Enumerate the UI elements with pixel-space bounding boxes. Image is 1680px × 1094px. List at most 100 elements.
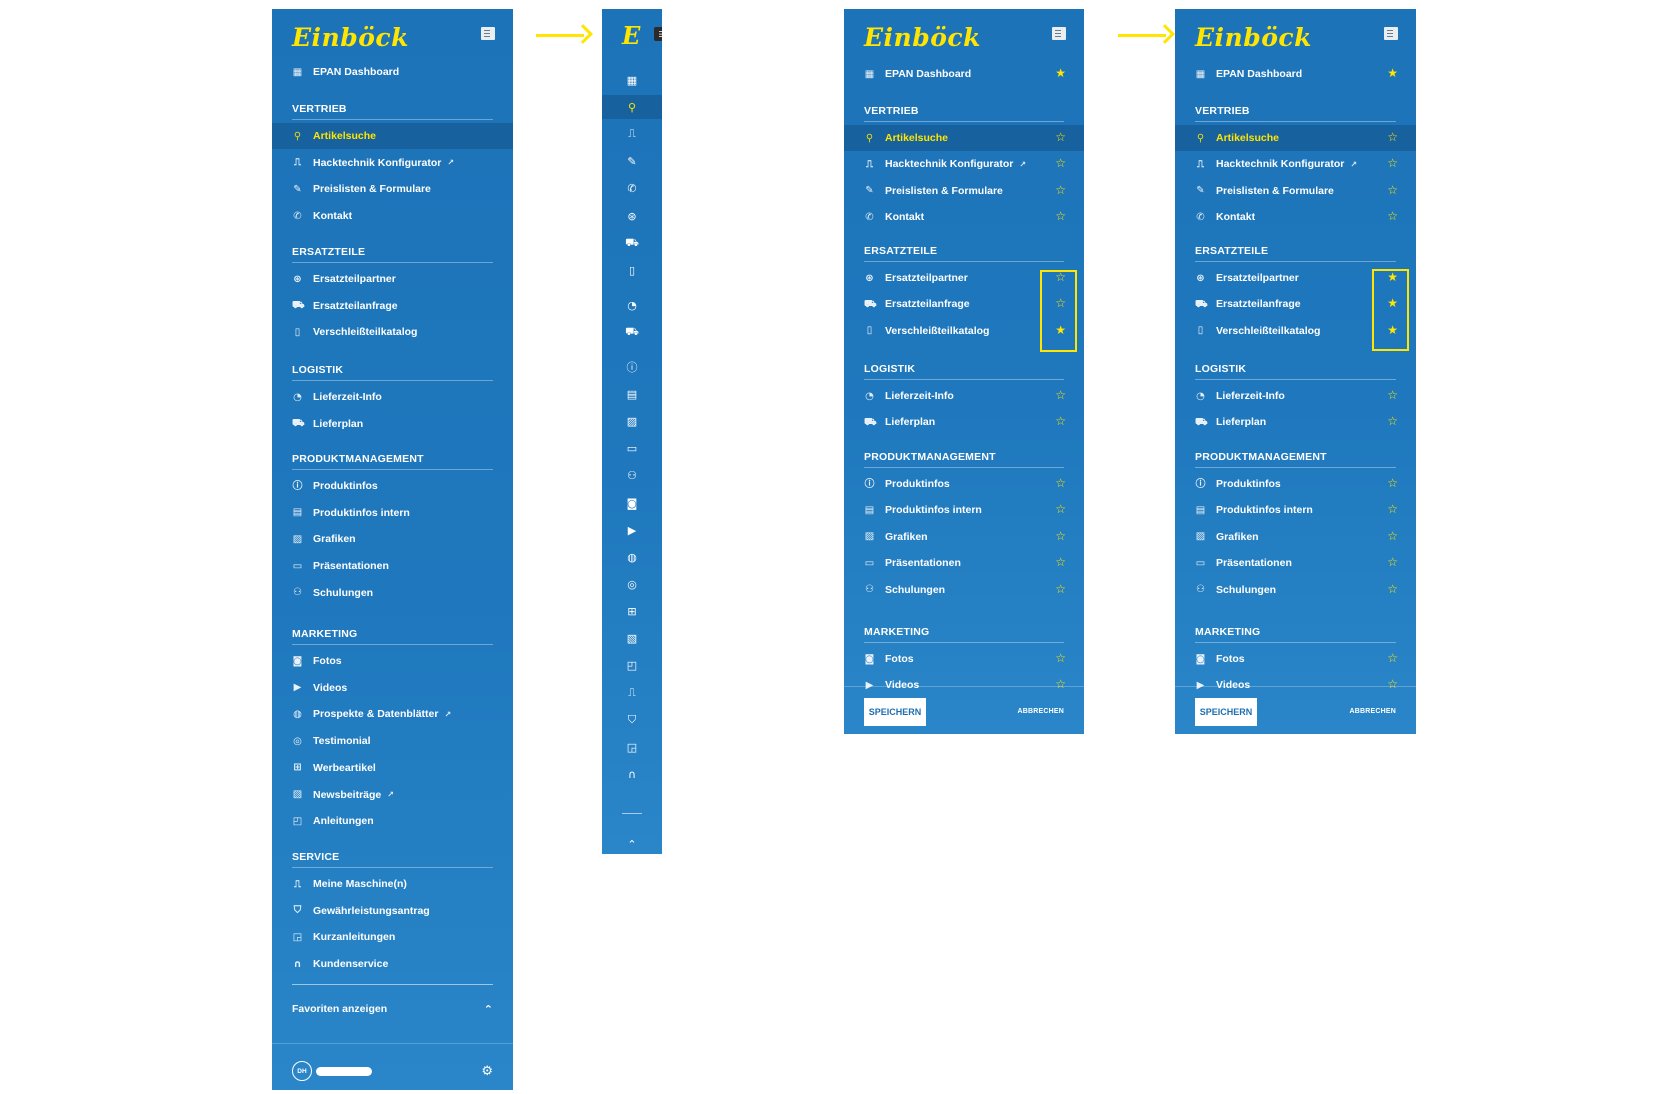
star-empty-icon[interactable]: ☆ [1387, 677, 1398, 692]
star-empty-icon[interactable]: ☆ [1055, 209, 1066, 224]
sidebar-item-fotos[interactable]: ◙ Fotos [272, 648, 513, 674]
sidebar-item-grafiken[interactable]: ▨ Grafiken [272, 526, 513, 552]
expand-sidebar-button[interactable]: ☰ [654, 27, 662, 41]
sidebar-item-präsentationen[interactable]: ▭ Präsentationen ☆ [844, 550, 1084, 576]
sidebar-item-lieferplan[interactable]: ⛟ Lieferplan [272, 411, 513, 437]
testimonial-icon[interactable]: ◎ [627, 577, 637, 591]
collapse-sidebar-button[interactable] [1384, 27, 1398, 40]
sidebar-item-schulungen[interactable]: ⚇ Schulungen [272, 580, 513, 606]
sidebar-item-lieferzeit-info[interactable]: ◔ Lieferzeit-Info ☆ [1175, 383, 1416, 409]
sidebar-item-preislisten-formulare[interactable]: ✎ Preislisten & Formulare ☆ [1175, 178, 1416, 204]
sidebar-item-epan-dashboard[interactable]: ▦ EPAN Dashboard ★ [844, 61, 1084, 87]
news-icon[interactable]: ▧ [626, 631, 638, 645]
star-empty-icon[interactable]: ☆ [1055, 156, 1066, 171]
star-empty-icon[interactable]: ☆ [1387, 182, 1398, 197]
star-empty-icon[interactable]: ☆ [1055, 182, 1066, 197]
star-empty-icon[interactable]: ☆ [1387, 581, 1398, 596]
headset-icon[interactable]: ∩ [627, 767, 637, 781]
sidebar-item-produktinfos-intern[interactable]: ▤ Produktinfos intern ☆ [844, 497, 1084, 523]
machine-icon[interactable]: ⎍ [628, 686, 636, 699]
sidebar-item-videos[interactable]: ▶ Videos ☆ [1175, 672, 1416, 698]
sidebar-item-ersatzteilanfrage[interactable]: ⛟ Ersatzteilanfrage ★ [1175, 291, 1416, 317]
star-empty-icon[interactable]: ☆ [1055, 476, 1066, 490]
star-empty-icon[interactable]: ☆ [1055, 296, 1066, 311]
sidebar-item-schulungen[interactable]: ⚇ Schulungen ☆ [844, 577, 1084, 603]
sidebar-item-werbeartikel[interactable]: ⊞ Werbeartikel [272, 755, 513, 781]
star-empty-icon[interactable]: ☆ [1055, 414, 1066, 429]
star-empty-icon[interactable]: ☆ [1055, 528, 1066, 543]
sidebar-item-ersatzteilpartner[interactable]: ⊛ Ersatzteilpartner ☆ [844, 265, 1084, 291]
star-filled-icon[interactable]: ★ [1387, 270, 1398, 284]
internal-info-icon[interactable]: ▤ [626, 387, 638, 401]
sidebar-item-gewährleistungsantrag[interactable]: ⛉ Gewährleistungsantrag [272, 898, 513, 924]
avatar[interactable]: DH [292, 1061, 312, 1081]
brand-logo[interactable]: Einböck [1195, 23, 1312, 52]
shield-icon[interactable]: ⛉ [627, 713, 637, 726]
form-icon[interactable]: ✎ [627, 154, 637, 168]
gear-icon[interactable]: ⚙ [481, 1063, 493, 1079]
star-empty-icon[interactable]: ☆ [1387, 209, 1398, 224]
sidebar-item-ersatzteilanfrage[interactable]: ⛟ Ersatzteilanfrage ☆ [844, 291, 1084, 317]
star-empty-icon[interactable]: ☆ [1387, 414, 1398, 429]
clock-icon[interactable]: ◔ [627, 298, 637, 312]
sidebar-item-lieferzeit-info[interactable]: ◔ Lieferzeit-Info ☆ [844, 383, 1084, 409]
sidebar-item-fotos[interactable]: ◙ Fotos ☆ [844, 646, 1084, 672]
sidebar-item-videos[interactable]: ▶ Videos [272, 675, 513, 701]
sidebar-item-epan-dashboard[interactable]: ▦ EPAN Dashboard ★ [1175, 61, 1416, 87]
sidebar-item-prospekte-datenblätter[interactable]: ◍ Prospekte & Datenblätter ↗ [272, 701, 513, 727]
star-empty-icon[interactable]: ☆ [1387, 476, 1398, 490]
sidebar-item-verschleißteilkatalog[interactable]: ▯ Verschleißteilkatalog ★ [844, 318, 1084, 344]
sidebar-item-ersatzteilpartner[interactable]: ⊛ Ersatzteilpartner ★ [1175, 265, 1416, 291]
brochure-icon[interactable]: ◍ [627, 550, 637, 564]
sidebar-item-grafiken[interactable]: ▨ Grafiken ☆ [1175, 524, 1416, 550]
star-empty-icon[interactable]: ☆ [1387, 651, 1398, 665]
star-empty-icon[interactable]: ☆ [1055, 130, 1066, 144]
sidebar-item-preislisten-formulare[interactable]: ✎ Preislisten & Formulare ☆ [844, 178, 1084, 204]
star-filled-icon[interactable]: ★ [1387, 296, 1398, 311]
sidebar-item-artikelsuche[interactable]: ⚲ Artikelsuche [272, 123, 513, 149]
sidebar-item-präsentationen[interactable]: ▭ Präsentationen [272, 553, 513, 579]
truck-icon[interactable]: ⛟ [625, 324, 639, 338]
star-empty-icon[interactable]: ☆ [1387, 388, 1398, 402]
phone-icon[interactable]: ✆ [627, 181, 637, 195]
sidebar-item-fotos[interactable]: ◙ Fotos ☆ [1175, 646, 1416, 672]
star-empty-icon[interactable]: ☆ [1055, 651, 1066, 665]
brand-logo[interactable]: E [622, 21, 641, 50]
sidebar-item-kontakt[interactable]: ✆ Kontakt ☆ [1175, 204, 1416, 230]
info-icon[interactable]: ⓘ [626, 361, 638, 374]
chevron-up-icon[interactable]: ⌃ [483, 1002, 493, 1016]
sidebar-item-verschleißteilkatalog[interactable]: ▯ Verschleißteilkatalog [272, 319, 513, 345]
sidebar-item-kontakt[interactable]: ✆ Kontakt [272, 203, 513, 229]
star-empty-icon[interactable]: ☆ [1055, 581, 1066, 596]
brand-logo[interactable]: Einböck [864, 23, 981, 52]
sidebar-item-kontakt[interactable]: ✆ Kontakt ☆ [844, 204, 1084, 230]
sidebar-item-kundenservice[interactable]: ∩ Kundenservice [272, 951, 513, 977]
sidebar-item-produktinfos-intern[interactable]: ▤ Produktinfos intern [272, 500, 513, 526]
sidebar-item-artikelsuche[interactable]: ⚲ Artikelsuche ☆ [1175, 125, 1416, 151]
sidebar-item-schulungen[interactable]: ⚇ Schulungen ☆ [1175, 577, 1416, 603]
sidebar-item-lieferzeit-info[interactable]: ◔ Lieferzeit-Info [272, 384, 513, 410]
star-empty-icon[interactable]: ☆ [1387, 130, 1398, 144]
favorites-toggle[interactable]: Favoriten anzeigen ⌃ [292, 1001, 493, 1017]
sidebar-item-artikelsuche[interactable]: ⚲ Artikelsuche ☆ [844, 125, 1084, 151]
machine-icon[interactable]: ⎍ [628, 127, 636, 140]
cancel-button[interactable]: ABBRECHEN [1349, 708, 1396, 715]
sidebar-item-produktinfos-intern[interactable]: ▤ Produktinfos intern ☆ [1175, 497, 1416, 523]
star-empty-icon[interactable]: ☆ [1055, 555, 1066, 570]
sidebar-item-ersatzteilanfrage[interactable]: ⛟ Ersatzteilanfrage [272, 293, 513, 319]
star-filled-icon[interactable]: ★ [1055, 322, 1066, 337]
sidebar-item-präsentationen[interactable]: ▭ Präsentationen ☆ [1175, 550, 1416, 576]
star-empty-icon[interactable]: ☆ [1387, 156, 1398, 171]
sidebar-item-anleitungen[interactable]: ◰ Anleitungen [272, 808, 513, 834]
sidebar-item-lieferplan[interactable]: ⛟ Lieferplan ☆ [844, 409, 1084, 435]
presentation-icon[interactable]: ▭ [626, 441, 638, 455]
collapse-sidebar-button[interactable] [1052, 27, 1066, 40]
sidebar-item-lieferplan[interactable]: ⛟ Lieferplan ☆ [1175, 409, 1416, 435]
brand-logo[interactable]: Einböck [292, 23, 409, 52]
sidebar-item-produktinfos[interactable]: ⓘ Produktinfos ☆ [844, 471, 1084, 497]
catalog-icon[interactable]: ▯ [628, 263, 636, 277]
dashboard-icon[interactable]: ▦ [626, 73, 638, 87]
image-icon[interactable]: ▨ [626, 414, 638, 428]
sidebar-item-produktinfos[interactable]: ⓘ Produktinfos [272, 473, 513, 499]
sidebar-item-epan-dashboard[interactable]: ▦ EPAN Dashboard [272, 59, 513, 85]
